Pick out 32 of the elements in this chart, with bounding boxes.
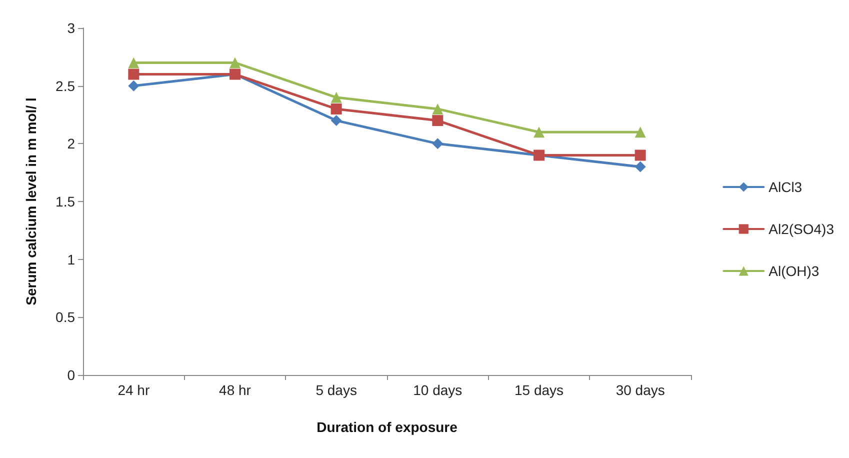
- x-tick-label: 15 days: [514, 382, 564, 398]
- x-tick-label: 30 days: [616, 382, 665, 398]
- legend-label: Al(OH)3: [768, 263, 820, 279]
- y-tick-label: 2: [67, 136, 76, 152]
- y-tick-label: 1: [67, 251, 76, 268]
- y-tick-label: 3: [67, 20, 76, 36]
- point: [128, 68, 140, 80]
- point: [128, 57, 140, 68]
- legend-label: Al2(SO4)3: [768, 221, 834, 237]
- point: [128, 80, 140, 92]
- point: [432, 103, 444, 114]
- point: [634, 150, 646, 161]
- x-axis-title: Duration of exposure: [316, 419, 458, 435]
- point: [330, 115, 342, 126]
- point: [330, 103, 342, 114]
- y-axis-title: Serum calcium level in m mol/ l: [23, 98, 39, 306]
- point: [230, 57, 240, 68]
- y-tick-label: 2.5: [56, 78, 76, 94]
- point: [432, 138, 444, 150]
- point: [330, 92, 342, 103]
- legend-label: AlCl3: [768, 179, 802, 195]
- point: [432, 115, 444, 126]
- x-tick-label: 48 hr: [219, 382, 252, 398]
- point: [534, 126, 544, 138]
- x-tick-label: 10 days: [413, 382, 462, 398]
- y-tick-label: 1.5: [56, 194, 76, 210]
- x-tick-label: 5 days: [316, 382, 357, 398]
- point: [634, 126, 646, 138]
- y-tick-label: 0.5: [56, 309, 76, 326]
- point: [634, 161, 646, 172]
- y-tick-label: 0: [67, 367, 76, 383]
- x-tick-label: 24 hr: [118, 382, 150, 398]
